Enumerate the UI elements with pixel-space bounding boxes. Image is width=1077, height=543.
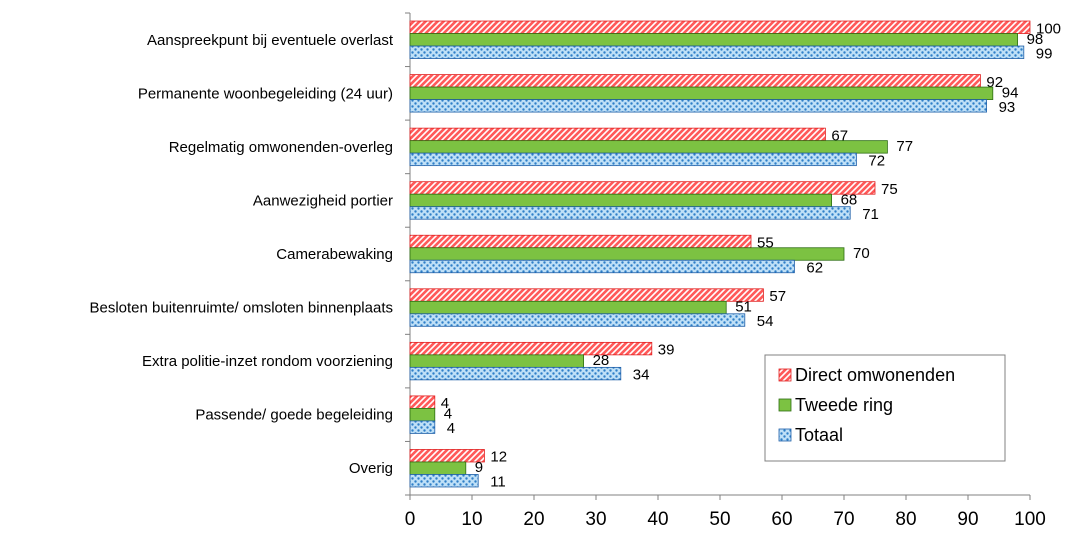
data-label: 39 — [658, 342, 675, 359]
legend-box — [764, 354, 1006, 462]
legend-label: Tweede ring — [795, 395, 893, 415]
data-label: 34 — [633, 367, 650, 384]
bar — [409, 45, 1025, 59]
category-label: Regelmatig omwonenden-overleg — [169, 139, 393, 156]
data-label: 12 — [490, 449, 507, 466]
legend-swatch — [778, 368, 792, 382]
bar — [409, 420, 436, 434]
x-tick-label: 40 — [647, 509, 668, 530]
data-label: 51 — [735, 299, 752, 316]
data-label: 98 — [1027, 31, 1044, 48]
data-label: 77 — [896, 138, 913, 155]
bar — [409, 395, 436, 409]
category-label: Passende/ goede begeleiding — [195, 407, 393, 424]
bar — [409, 181, 876, 195]
bar — [409, 408, 436, 422]
x-tick-label: 60 — [771, 509, 792, 530]
data-label: 4 — [441, 395, 449, 412]
category-label: Permanente woonbegeleiding (24 uur) — [138, 85, 393, 102]
data-label: 62 — [806, 260, 823, 277]
data-label: 67 — [831, 127, 848, 144]
data-label: 93 — [999, 99, 1016, 116]
data-label: 68 — [841, 191, 858, 208]
data-label: 100 — [1036, 20, 1061, 37]
bar — [409, 341, 653, 356]
data-label: 94 — [1002, 84, 1019, 101]
data-label: 99 — [1036, 45, 1053, 62]
bar — [409, 288, 764, 302]
bar — [409, 366, 622, 381]
category-label: Aanspreekpunt bij eventuele overlast — [147, 32, 394, 49]
category-label: Aanwezigheid portier — [253, 192, 393, 209]
data-label: 57 — [769, 288, 786, 305]
data-label: 70 — [853, 245, 870, 262]
category-label: Overig — [349, 460, 393, 477]
bar — [409, 259, 795, 274]
data-label: 55 — [757, 235, 774, 252]
x-tick-label: 10 — [461, 509, 482, 530]
plot-area: 0 10 20 30 40 50 60 70 80 90 100 Aanspreekpunt bij … — [89, 12, 1061, 530]
bar — [409, 152, 857, 167]
x-tick-label: 30 — [585, 509, 606, 530]
bar — [409, 313, 746, 327]
legend-swatch — [778, 428, 792, 442]
data-label: 72 — [868, 152, 885, 169]
bar — [409, 193, 833, 208]
legend-label: Direct omwonenden — [795, 365, 955, 385]
bar — [409, 74, 981, 88]
legend-label: Totaal — [795, 425, 843, 445]
x-tick-label: 80 — [895, 509, 916, 530]
bar — [409, 474, 479, 488]
data-label: 71 — [862, 206, 879, 223]
bar — [409, 449, 485, 463]
x-tick-label: 90 — [957, 509, 978, 530]
x-tick-label: 50 — [709, 509, 730, 530]
data-label: 11 — [490, 474, 506, 491]
data-label: 54 — [757, 313, 774, 330]
bar — [409, 234, 752, 249]
bar — [409, 127, 826, 142]
bar — [409, 354, 585, 368]
bar — [409, 99, 987, 113]
bar — [409, 86, 994, 100]
category-label: Camerabewaking — [276, 246, 393, 263]
x-tick-label: 70 — [833, 509, 854, 530]
bar — [409, 20, 1031, 34]
category-label: Extra politie-inzet rondom voorziening — [142, 353, 393, 370]
data-label: 4 — [444, 406, 452, 423]
bar — [409, 300, 727, 315]
data-label: 4 — [447, 420, 455, 437]
bar — [409, 247, 845, 261]
legend-swatch — [778, 398, 792, 412]
data-label: 92 — [986, 74, 1003, 91]
x-tick-label: 100 — [1014, 509, 1046, 530]
legend: Direct omwonenden Tweede ring Totaal — [764, 354, 1006, 462]
bar — [409, 33, 1018, 47]
data-label: 28 — [593, 352, 610, 369]
category-label: Besloten buitenruimte/ omsloten binnenpl… — [89, 300, 393, 317]
bar — [409, 206, 851, 220]
data-label: 9 — [475, 459, 483, 476]
data-label: 75 — [881, 181, 898, 198]
x-tick-label: 20 — [523, 509, 544, 530]
bar — [409, 140, 888, 154]
bar — [409, 461, 467, 475]
x-tick-label: 0 — [405, 509, 416, 530]
